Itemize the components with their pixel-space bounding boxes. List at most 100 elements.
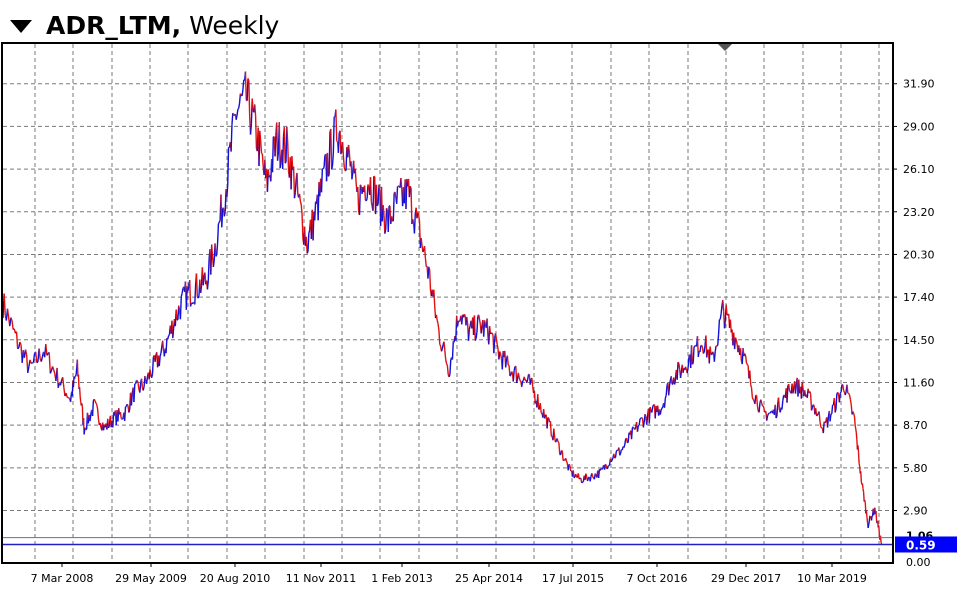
price-segment — [456, 320, 460, 327]
price-segment — [577, 473, 580, 479]
price-segment — [63, 387, 66, 397]
price-segment — [614, 451, 618, 458]
price-segment — [506, 355, 509, 366]
price-segment — [760, 402, 764, 407]
price-segment — [387, 205, 390, 233]
price-segment — [812, 404, 815, 406]
price-segment — [413, 214, 416, 234]
triangle-down-icon[interactable] — [10, 19, 32, 33]
price-segment — [417, 215, 421, 222]
price-segment — [238, 93, 242, 104]
price-segment — [546, 417, 549, 429]
price-segment — [594, 473, 597, 476]
symbol-name: ADR_LTM — [46, 10, 172, 40]
price-segment — [382, 205, 385, 216]
price-segment — [197, 295, 200, 299]
price-segment — [237, 107, 240, 110]
price-segment — [475, 332, 478, 339]
price-segment — [474, 338, 477, 341]
price-segment — [499, 351, 502, 355]
price-segment — [573, 476, 576, 479]
price-segment — [107, 424, 111, 429]
price-segment — [762, 405, 765, 410]
price-segment — [691, 362, 694, 365]
price-segment — [284, 161, 287, 164]
price-segment — [428, 269, 432, 290]
price-segment — [670, 376, 673, 385]
price-segment — [591, 473, 594, 477]
price-segment — [75, 367, 78, 375]
price-segment — [261, 152, 263, 155]
price-segment — [274, 135, 277, 157]
price-segment — [652, 404, 655, 408]
price-segment — [175, 309, 178, 321]
price-segment — [668, 385, 671, 396]
price-segment — [473, 315, 476, 341]
price-segment — [341, 142, 345, 158]
price-segment — [774, 404, 777, 419]
price-segment — [76, 359, 79, 377]
price-segment — [165, 338, 168, 354]
price-segment — [644, 413, 647, 417]
price-segment — [49, 370, 53, 374]
price-segment — [651, 406, 654, 413]
price-segment — [463, 313, 466, 316]
price-segment — [729, 319, 732, 333]
price-segment — [436, 320, 439, 325]
price-segment — [417, 212, 420, 216]
price-segment — [185, 286, 188, 310]
price-segment — [538, 408, 540, 410]
price-segment — [458, 320, 461, 322]
price-segment — [172, 328, 175, 339]
x-axis: 7 Mar 2008 29 May 2009 20 Aug 2010 11 Nov 2… — [31, 562, 867, 585]
price-segment — [526, 379, 529, 384]
price-segment — [853, 417, 856, 426]
price-segment — [286, 126, 289, 143]
price-segment — [96, 408, 100, 419]
price-segment — [335, 109, 338, 141]
y-tick-label: 0.00 — [906, 556, 931, 569]
price-segment — [801, 382, 804, 389]
price-segment — [745, 362, 748, 365]
x-tick-label: 29 May 2009 — [115, 572, 187, 585]
price-segment — [585, 473, 588, 478]
price-segment — [529, 378, 532, 385]
price-segment — [664, 395, 667, 399]
price-segment — [125, 405, 127, 408]
price-segment — [56, 367, 59, 388]
price-segment — [45, 344, 48, 356]
price-segment — [855, 432, 858, 440]
price-segment — [699, 345, 702, 352]
x-tick-label: 29 Dec 2017 — [711, 572, 781, 585]
price-segment — [486, 318, 489, 337]
price-segment — [292, 166, 296, 199]
price-segment — [480, 325, 483, 334]
price-segment — [646, 415, 649, 425]
price-segment — [246, 78, 249, 101]
price-segment — [556, 438, 559, 443]
price-segment — [126, 403, 129, 407]
price-segment — [354, 168, 357, 184]
price-segment — [51, 366, 55, 370]
price-segment — [607, 465, 610, 468]
price-segment — [558, 442, 561, 455]
price-segment — [835, 393, 838, 410]
price-segment — [701, 345, 704, 348]
price-segment — [756, 405, 759, 412]
price-segment — [358, 184, 362, 215]
price-segment — [181, 288, 184, 294]
price-segment — [53, 369, 56, 375]
price-segment — [490, 332, 492, 335]
price-segment — [549, 421, 552, 437]
price-segment — [251, 98, 254, 111]
price-segment — [59, 380, 63, 386]
price-segment — [692, 346, 695, 363]
price-segment — [336, 140, 339, 143]
price-segment — [829, 414, 832, 422]
price-segment — [133, 383, 136, 403]
price-segment — [405, 178, 408, 209]
price-segment — [332, 116, 335, 154]
price-segment — [559, 450, 563, 456]
price-segment — [123, 406, 127, 421]
